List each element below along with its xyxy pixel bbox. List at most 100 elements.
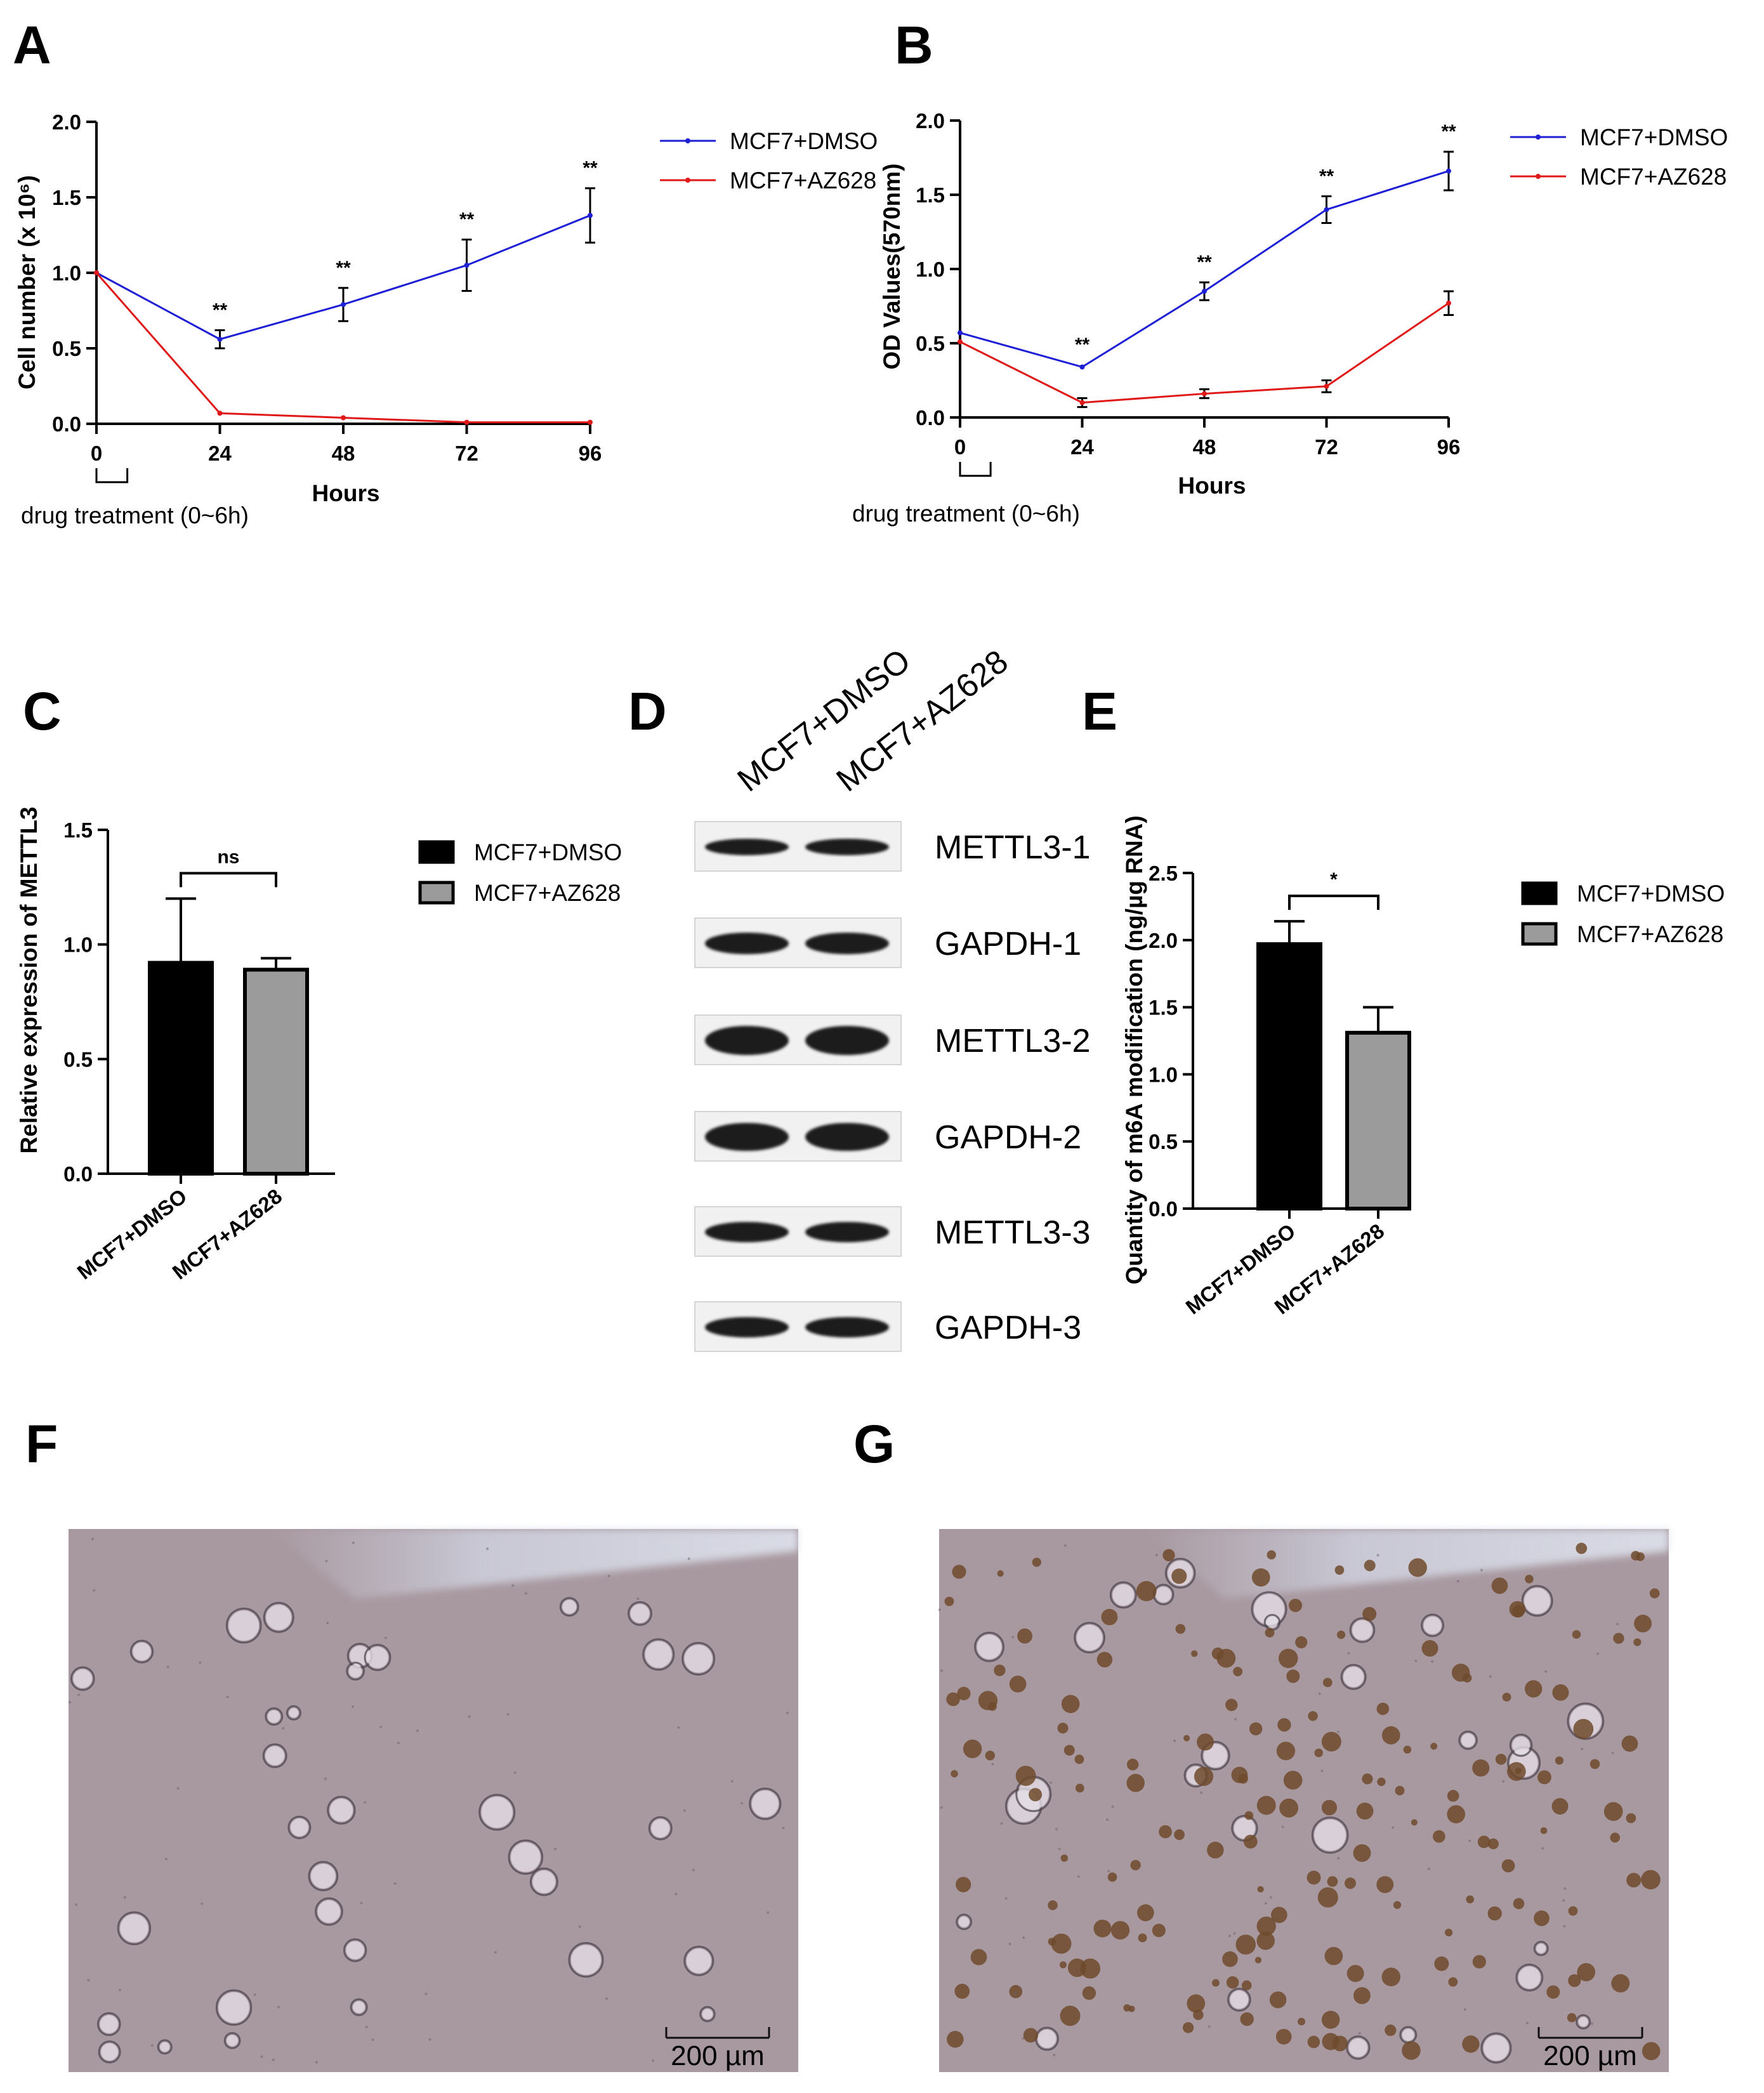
micrograph-f-cell-body bbox=[290, 1818, 308, 1837]
micrograph-g-debris bbox=[1376, 1554, 1379, 1557]
micrograph-f-debris bbox=[351, 1705, 354, 1709]
chart-e-y-tick-label: 0.5 bbox=[1149, 1130, 1178, 1153]
micrograph-f-cell-rim bbox=[327, 1795, 356, 1825]
micrograph-g-dark-cell bbox=[1334, 1565, 1345, 1575]
micrograph-f-debris bbox=[730, 1780, 734, 1783]
micrograph-g-dark-cell bbox=[946, 1692, 960, 1707]
micrograph-g-debris bbox=[1563, 1887, 1567, 1890]
micrograph-g-dark-cell bbox=[957, 1686, 971, 1700]
chart-b-point bbox=[1446, 168, 1451, 174]
micrograph-f-cell-body bbox=[645, 1641, 672, 1668]
micrograph-f-cell-rim bbox=[683, 1945, 714, 1976]
micrograph-g-dark-cell bbox=[1411, 1819, 1418, 1826]
micrograph-g-dark-cell bbox=[1197, 1733, 1214, 1751]
micrograph-g-debris bbox=[1228, 1934, 1231, 1938]
micrograph-f-debris bbox=[782, 1827, 785, 1830]
micrograph-f-cell-body bbox=[702, 2009, 713, 2019]
micrograph-f-debris bbox=[416, 1729, 419, 1733]
blot-lane-label-1: MCF7+AZ628 bbox=[830, 643, 1015, 799]
micrograph-g-dark-cell bbox=[1408, 1558, 1427, 1577]
micrograph-g-cells bbox=[938, 1542, 1661, 2064]
micrograph-f-cell-body bbox=[481, 1796, 513, 1828]
micrograph-g-dark-cell bbox=[1322, 1677, 1333, 1688]
micrograph-g-dark-cell bbox=[1275, 2028, 1292, 2045]
micrograph-g-debris bbox=[1077, 1875, 1080, 1878]
micrograph-f-debris bbox=[506, 1713, 510, 1716]
micrograph-g-debris bbox=[1022, 2037, 1025, 2040]
micrograph-g-cell-rim bbox=[1201, 1741, 1230, 1771]
micrograph-g-dark-cell bbox=[1308, 1711, 1318, 1721]
micrograph-g-debris bbox=[1105, 1818, 1109, 1821]
micrograph-f-cell-rim bbox=[681, 1641, 716, 1676]
chart-a-y-tick-label: 0.5 bbox=[52, 337, 81, 360]
micrograph-g-dark-cell bbox=[1321, 1799, 1338, 1816]
micrograph-g-dark-cell bbox=[1307, 2035, 1320, 2049]
chart-a-legend-label-1: MCF7+AZ628 bbox=[730, 167, 876, 194]
chart-c-legend-swatch-1 bbox=[418, 881, 455, 905]
micrograph-f-cell-body bbox=[218, 1992, 249, 2023]
chart-e-legend-swatch-0 bbox=[1521, 881, 1558, 905]
micrograph-g-dark-cell bbox=[1540, 1827, 1548, 1834]
micrograph-g-dark-cell bbox=[1322, 2033, 1339, 2050]
chart-a-x-tick-label: 72 bbox=[455, 442, 478, 465]
chart-b-significance-marker: ** bbox=[1075, 334, 1090, 355]
micrograph-g-debris bbox=[1269, 1896, 1272, 1899]
micrograph-g-dark-cell bbox=[985, 1750, 995, 1761]
micrograph-f-debris bbox=[253, 1993, 256, 1997]
chart-b-point bbox=[1079, 400, 1085, 405]
micrograph-f-debris bbox=[524, 1592, 527, 1595]
panel-label-d: D bbox=[628, 681, 667, 741]
micrograph-g-dark-cell bbox=[1182, 2022, 1194, 2033]
micrograph-g-dark-cell bbox=[1573, 1719, 1594, 1740]
micrograph-g-cell-body bbox=[1348, 2038, 1368, 2057]
micrograph-g-dark-cell bbox=[1162, 1549, 1175, 1561]
micrograph-g-debris bbox=[1611, 1751, 1614, 1754]
chart-c-mettl3-expression: Relative expression of METTL3 0.0 0.5 1.0 1… bbox=[16, 807, 622, 1284]
chart-b-legend-marker-0 bbox=[1536, 135, 1541, 140]
chart-a-point bbox=[588, 419, 593, 425]
panel-label-f: F bbox=[25, 1414, 58, 1474]
micrograph-g-dark-cell bbox=[1610, 1832, 1621, 1843]
chart-a-legend-marker-1 bbox=[685, 178, 690, 183]
micrograph-g-cell-body bbox=[1423, 1616, 1442, 1634]
chart-a-significance-marker: ** bbox=[336, 258, 351, 279]
micrograph-g-cell-body bbox=[1352, 1620, 1372, 1641]
micrograph-g-dark-cell bbox=[1152, 1924, 1166, 1938]
blot-band-2-0 bbox=[705, 1026, 789, 1055]
blot-row-label-5: GAPDH-3 bbox=[935, 1309, 1081, 1346]
chart-e-y-tick-label: 1.0 bbox=[1149, 1063, 1178, 1086]
micrograph-g-cell-rim bbox=[1421, 1613, 1445, 1637]
micrograph-g-dark-cell bbox=[1447, 1790, 1459, 1802]
micrograph-f-cell-body bbox=[228, 1610, 260, 1641]
micrograph-g-debris bbox=[1200, 1791, 1203, 1794]
micrograph-f-cell-rim bbox=[315, 1897, 343, 1926]
micrograph-g-dark-cell bbox=[1126, 1758, 1139, 1771]
micrograph-g-dark-cell bbox=[1191, 1650, 1198, 1657]
micrograph-g-dark-cell bbox=[1434, 1956, 1449, 1971]
chart-c-legend-swatch-0 bbox=[418, 840, 455, 864]
micrograph-f-debris bbox=[397, 1742, 400, 1745]
micrograph-g-debris bbox=[1358, 2031, 1361, 2035]
micrograph-f-cell-rim bbox=[627, 1601, 652, 1626]
micrograph-f-cell-body bbox=[101, 2043, 119, 2061]
micrograph-f-cell-body bbox=[120, 1914, 148, 1943]
micrograph-f-debris bbox=[385, 1636, 388, 1639]
micrograph-g-dark-cell bbox=[1136, 1581, 1157, 1601]
micrograph-f-debris bbox=[164, 1858, 168, 1861]
micrograph-f-cell-body bbox=[562, 1599, 577, 1614]
micrograph-f-cell-rim bbox=[157, 2039, 173, 2055]
micrograph-f-cell-body bbox=[751, 1790, 779, 1818]
micrograph-f-glare bbox=[267, 1529, 798, 1599]
micrograph-f-debris bbox=[494, 1951, 497, 1954]
blot-row-label-4: METTL3-3 bbox=[935, 1214, 1091, 1251]
micrograph-g-cell-rim bbox=[1340, 1663, 1367, 1690]
micrograph-f-cell-rim bbox=[129, 1639, 154, 1663]
micrograph-f-debris bbox=[393, 1882, 397, 1885]
chart-e-y-tick-label: 2.0 bbox=[1149, 929, 1178, 952]
micrograph-g-debris bbox=[1173, 1739, 1176, 1742]
micrograph-g-dark-cell bbox=[1502, 1693, 1511, 1702]
micrograph-g-dark-cell bbox=[1649, 1588, 1660, 1599]
blot-band-3-1 bbox=[805, 1123, 889, 1151]
micrograph-g-dark-cell bbox=[1211, 1979, 1220, 1987]
chart-e-y-tick-label: 2.5 bbox=[1149, 862, 1178, 885]
